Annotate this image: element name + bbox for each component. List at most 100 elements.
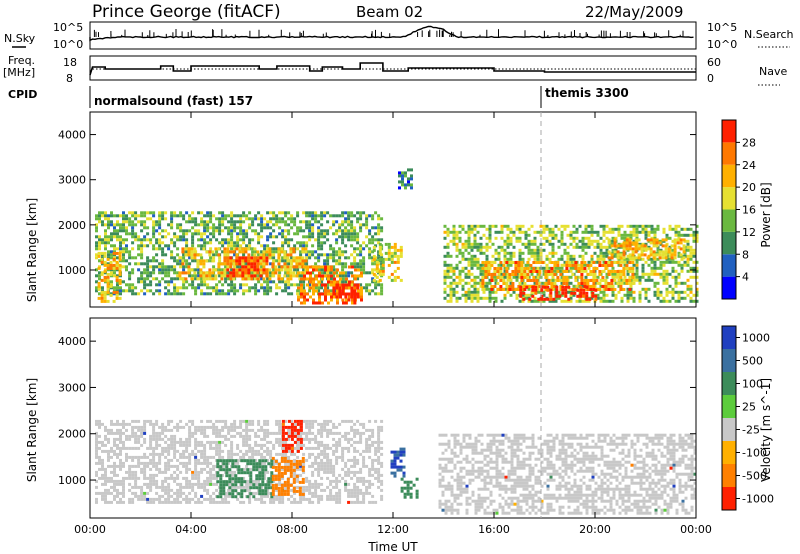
data-cell [668, 299, 672, 303]
data-cell [619, 282, 623, 285]
data-cell [598, 270, 602, 273]
data-cell [632, 290, 636, 294]
data-cell [650, 269, 654, 273]
data-cell [248, 494, 252, 498]
data-cell [446, 254, 450, 258]
data-cell [347, 235, 351, 239]
data-cell [224, 214, 228, 218]
data-cell [359, 253, 363, 257]
data-cell [173, 443, 177, 447]
data-cell [527, 233, 531, 237]
data-cell [407, 177, 410, 181]
data-cell [113, 467, 116, 471]
data-cell [95, 253, 98, 257]
data-cell [580, 279, 584, 282]
data-cell [253, 265, 257, 269]
data-cell [257, 235, 261, 239]
data-cell [362, 223, 366, 227]
data-cell [227, 500, 231, 504]
data-cell [631, 282, 635, 285]
data-cell [125, 244, 128, 248]
data-cell [326, 238, 330, 242]
data-cell [309, 280, 312, 284]
data-cell [164, 500, 168, 504]
data-cell [230, 286, 234, 290]
data-cell [506, 290, 510, 294]
data-cell [131, 428, 135, 432]
data-cell [377, 226, 381, 230]
data-cell [278, 226, 282, 230]
data-cell [224, 425, 228, 429]
data-cell [626, 260, 630, 264]
data-cell [536, 275, 540, 279]
data-cell [467, 257, 471, 261]
data-cell [320, 280, 324, 284]
data-cell [293, 268, 297, 272]
data-cell [598, 288, 602, 291]
data-cell [194, 292, 198, 296]
data-cell [230, 446, 234, 450]
data-cell [199, 271, 203, 275]
data-cell [323, 232, 327, 236]
data-cell [101, 461, 104, 465]
data-cell [305, 253, 309, 257]
data-cell [572, 260, 576, 264]
data-cell [647, 224, 651, 228]
data-cell [479, 296, 483, 300]
data-cell [317, 232, 321, 236]
data-cell [390, 254, 394, 258]
data-cell [113, 488, 116, 492]
data-cell [452, 239, 456, 243]
data-cell [649, 253, 653, 257]
data-cell [236, 461, 240, 465]
data-cell [242, 428, 246, 432]
data-cell [260, 226, 264, 230]
data-cell [170, 458, 174, 462]
velocity-heatmap [95, 419, 697, 515]
data-cell [167, 446, 171, 450]
data-cell [481, 267, 485, 270]
data-cell [149, 473, 153, 477]
data-cell [244, 271, 248, 275]
data-cell [626, 290, 630, 294]
data-cell [563, 242, 567, 246]
data-cell [638, 299, 642, 303]
data-cell [226, 268, 230, 272]
data-cell [455, 254, 459, 258]
data-cell [490, 273, 494, 276]
data-cell [233, 419, 237, 423]
data-cell [242, 419, 246, 423]
data-cell [125, 232, 128, 236]
data-cell [257, 280, 261, 284]
data-cell [620, 299, 624, 303]
data-cell [613, 250, 617, 254]
data-cell [131, 431, 135, 435]
data-cell [357, 268, 360, 272]
data-cell [410, 174, 413, 178]
data-cell [197, 443, 201, 447]
data-cell [332, 259, 336, 263]
data-cell [194, 494, 198, 498]
data-cell [467, 287, 471, 291]
data-cell [380, 286, 384, 290]
data-cell [623, 230, 627, 234]
data-cell [118, 269, 122, 273]
data-cell [107, 458, 110, 462]
data-cell [359, 283, 363, 287]
data-cell [599, 248, 603, 252]
data-cell [565, 267, 569, 270]
data-cell [473, 281, 477, 285]
data-cell [635, 236, 639, 240]
data-cell [95, 491, 98, 495]
data-cell [623, 275, 627, 279]
data-cell [248, 497, 252, 501]
data-cell [272, 443, 276, 447]
data-cell [251, 229, 255, 233]
data-cell [152, 500, 156, 504]
data-cell [221, 244, 225, 248]
data-cell [149, 497, 153, 501]
data-cell [208, 271, 212, 275]
data-cell [152, 461, 156, 465]
data-cell [167, 422, 171, 426]
data-cell [596, 245, 600, 249]
